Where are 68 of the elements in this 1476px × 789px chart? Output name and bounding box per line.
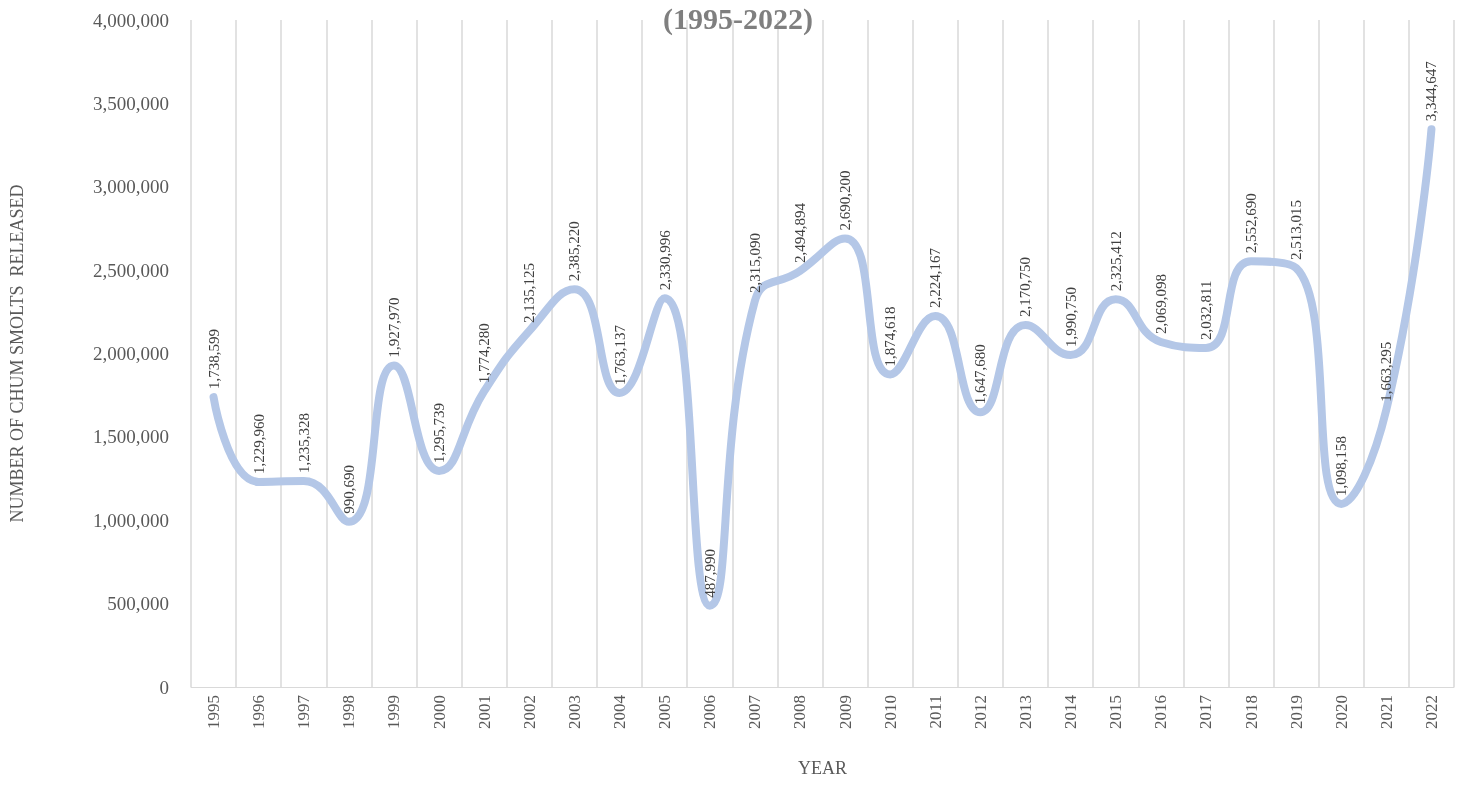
data-label: 2,325,412 xyxy=(1107,231,1124,292)
y-tick-label: 3,000,000 xyxy=(93,176,169,198)
x-tick-label: 2016 xyxy=(1151,695,1171,729)
data-label: 2,494,894 xyxy=(791,202,808,263)
data-label: 1,774,280 xyxy=(476,323,493,384)
data-label: 2,224,167 xyxy=(927,247,944,309)
x-tick-label: 2002 xyxy=(519,695,539,729)
data-label: 1,738,599 xyxy=(205,329,222,390)
x-tick-label: 2020 xyxy=(1331,695,1351,729)
x-tick-label: 2022 xyxy=(1421,695,1441,729)
data-label: 2,069,098 xyxy=(1152,273,1169,334)
y-tick-label: 3,500,000 xyxy=(93,92,169,114)
x-tick-label: 2013 xyxy=(1015,695,1035,729)
x-tick-label: 2008 xyxy=(790,695,810,729)
data-label: 1,927,970 xyxy=(385,297,402,358)
data-label: 2,385,220 xyxy=(566,221,583,282)
x-tick-label: 2009 xyxy=(835,695,855,729)
x-tick-label: 2015 xyxy=(1106,695,1126,729)
x-axis-title: YEAR xyxy=(798,758,847,778)
data-label: 1,647,680 xyxy=(972,344,989,405)
x-tick-label: 2000 xyxy=(429,695,449,729)
x-tick-label: 2010 xyxy=(880,695,900,729)
data-label: 1,874,618 xyxy=(882,306,899,367)
x-tick-label: 2004 xyxy=(610,694,630,729)
y-tick-label: 2,500,000 xyxy=(93,259,169,281)
x-tick-label: 2019 xyxy=(1286,695,1306,729)
data-label: 1,763,137 xyxy=(611,324,628,385)
y-tick-label: 500,000 xyxy=(107,593,169,615)
x-tick-label: 2017 xyxy=(1196,694,1216,729)
data-label: 2,552,690 xyxy=(1243,193,1260,254)
data-label: 487,990 xyxy=(701,548,718,598)
data-label: 2,315,090 xyxy=(746,232,763,293)
data-label: 3,344,647 xyxy=(1423,60,1440,122)
data-label: 2,135,125 xyxy=(521,262,538,323)
data-label: 1,295,739 xyxy=(431,402,448,463)
data-label: 1,229,960 xyxy=(250,413,267,474)
x-tick-label: 2006 xyxy=(700,695,720,729)
y-tick-label: 1,500,000 xyxy=(93,426,169,448)
data-label: 1,098,158 xyxy=(1333,435,1350,496)
data-label: 1,663,295 xyxy=(1378,341,1395,402)
data-label: 2,513,015 xyxy=(1288,199,1305,260)
x-tick-label: 1998 xyxy=(339,695,359,729)
y-axis-title: NUMBER OF CHUM SMOLTS RELEASED xyxy=(7,184,27,523)
x-tick-label: 2011 xyxy=(925,695,945,729)
x-tick-label: 2021 xyxy=(1376,695,1396,729)
x-tick-label: 1999 xyxy=(384,695,404,729)
y-tick-label: 1,000,000 xyxy=(93,509,169,531)
y-tick-label: 4,000,000 xyxy=(93,9,169,31)
x-tick-label: 1995 xyxy=(204,695,224,729)
x-tick-label: 2001 xyxy=(474,695,494,729)
data-label: 990,690 xyxy=(340,465,357,514)
data-label: 2,170,750 xyxy=(1017,257,1034,318)
data-label: 1,235,328 xyxy=(295,413,312,474)
data-label: 2,330,996 xyxy=(656,229,673,291)
x-tick-label: 2003 xyxy=(564,695,584,729)
y-tick-label: 2,000,000 xyxy=(93,343,169,364)
x-tick-label: 2005 xyxy=(655,695,675,729)
x-tick-label: 2007 xyxy=(745,694,765,729)
x-tick-label: 2012 xyxy=(970,695,990,729)
x-tick-label: 2014 xyxy=(1061,694,1081,729)
data-label: 2,690,200 xyxy=(837,170,854,231)
data-label: 2,032,811 xyxy=(1197,280,1214,341)
x-tick-label: 1996 xyxy=(249,695,269,729)
data-label: 1,990,750 xyxy=(1062,287,1079,348)
chart-title: (1995-2022) xyxy=(663,1,813,36)
x-tick-label: 2018 xyxy=(1241,695,1261,729)
y-tick-label: 0 xyxy=(159,676,169,698)
x-tick-label: 1997 xyxy=(294,694,314,729)
